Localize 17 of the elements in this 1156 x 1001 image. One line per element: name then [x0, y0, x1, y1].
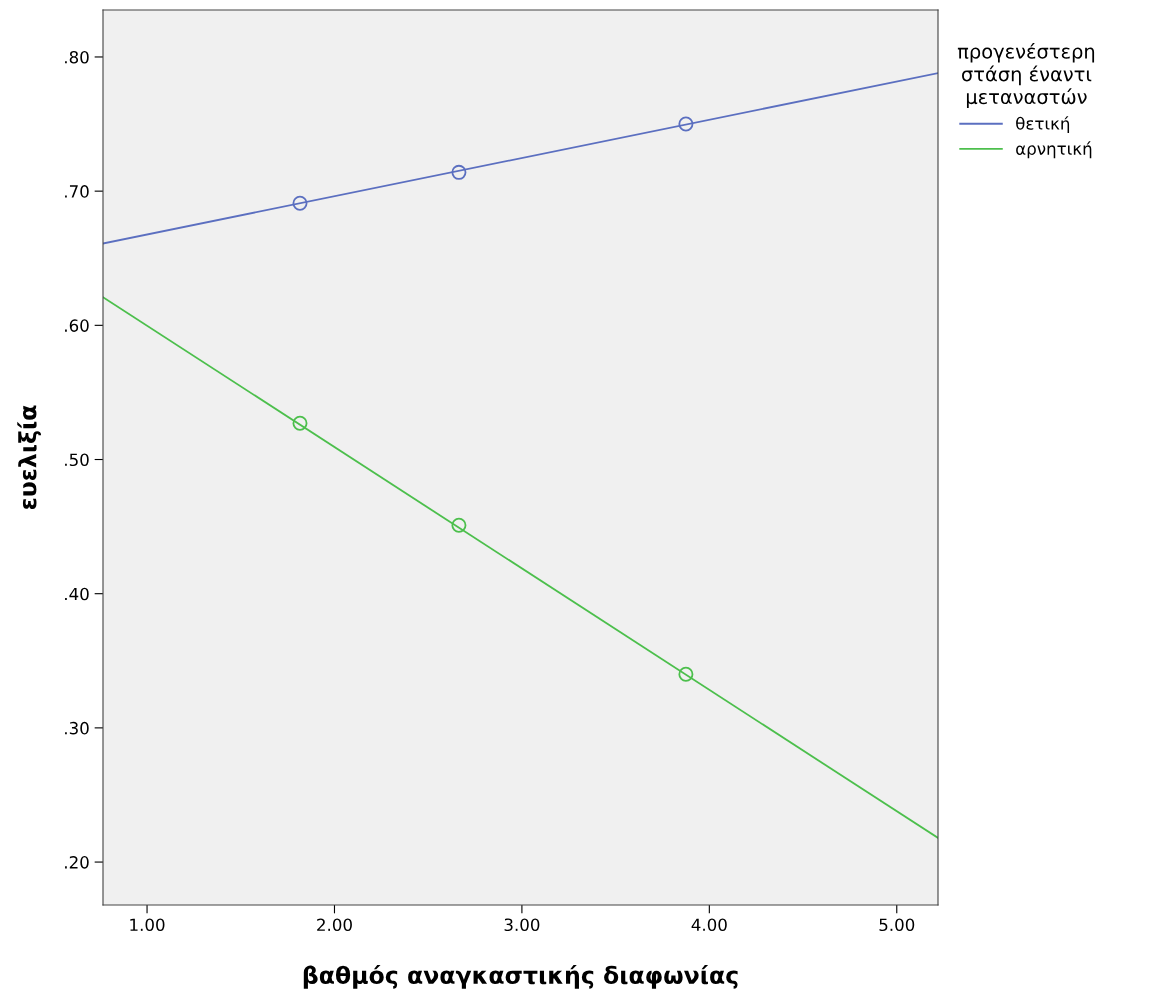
y-axis-title: ευελιξία: [17, 405, 42, 510]
y-tick-label: .20: [65, 856, 89, 869]
y-tick-label: .40: [65, 587, 89, 601]
x-axis-title: βαθμός αναγκαστικής διαφωνίας: [303, 964, 738, 989]
x-tick-label: 2.00: [317, 918, 352, 932]
legend-title: προγενέστερη στάση έναντι μεταναστών: [957, 42, 1095, 108]
legend-label: αρνητική: [1016, 141, 1092, 159]
x-tick-label: 5.00: [879, 918, 915, 932]
y-tick-label: .30: [65, 721, 89, 735]
y-tick-label: .70: [65, 185, 89, 198]
x-tick-label: 1.00: [130, 918, 165, 932]
legend-label: θετική: [1016, 116, 1070, 134]
y-tick-label: .80: [65, 50, 89, 64]
y-tick-label: .60: [65, 319, 89, 332]
x-tick-label: 4.00: [691, 918, 727, 932]
y-tick-label: .50: [65, 453, 89, 467]
x-tick-label: 3.00: [504, 918, 540, 932]
